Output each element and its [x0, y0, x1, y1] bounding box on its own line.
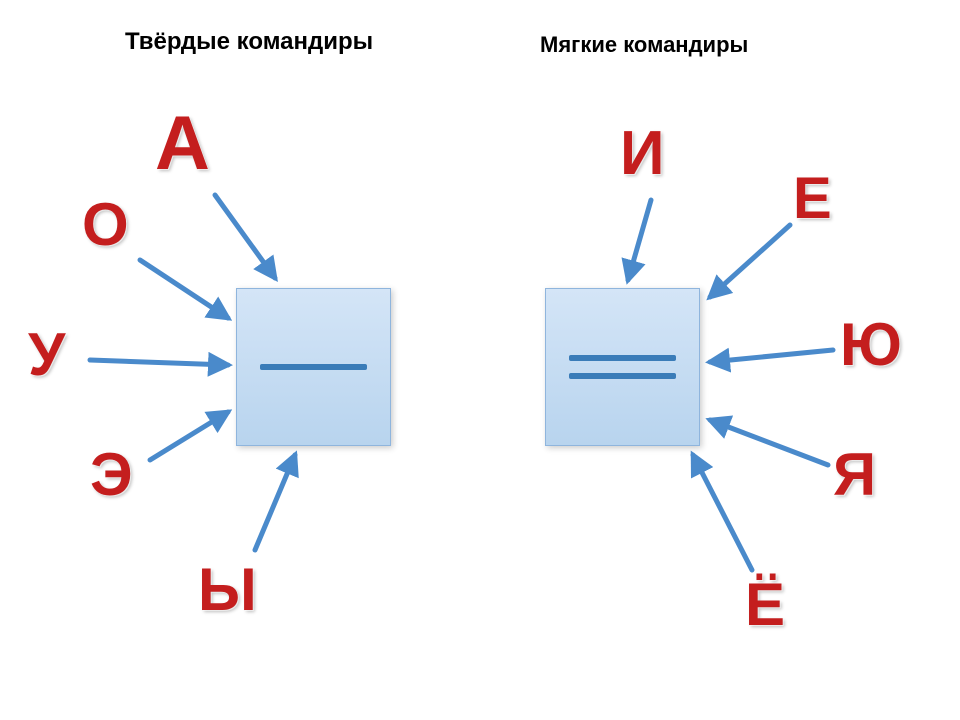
- arrow: [140, 260, 228, 318]
- letter-A: А: [155, 100, 210, 187]
- hard-box: [236, 288, 391, 446]
- arrow: [710, 350, 833, 362]
- letter-E: Э: [90, 440, 133, 509]
- title-right: Мягкие командиры: [540, 32, 748, 58]
- letter-O: О: [82, 190, 129, 259]
- arrow: [710, 420, 828, 465]
- letter-Yu: Ю: [840, 310, 902, 379]
- letter-Yo: Ё: [745, 570, 785, 639]
- arrow-layer: [0, 0, 960, 720]
- arrow: [710, 225, 790, 297]
- arrow: [628, 200, 651, 280]
- letter-U: У: [28, 320, 65, 389]
- arrow: [215, 195, 275, 278]
- letter-I: И: [620, 118, 665, 189]
- letter-Ye: Е: [793, 165, 832, 232]
- arrow: [693, 455, 752, 570]
- arrow: [150, 412, 228, 460]
- letter-Ya: Я: [833, 440, 876, 509]
- letter-Y: Ы: [198, 555, 257, 624]
- soft-box: [545, 288, 700, 446]
- title-left: Твёрдые командиры: [125, 28, 373, 56]
- arrow: [90, 360, 228, 365]
- arrow: [255, 455, 295, 550]
